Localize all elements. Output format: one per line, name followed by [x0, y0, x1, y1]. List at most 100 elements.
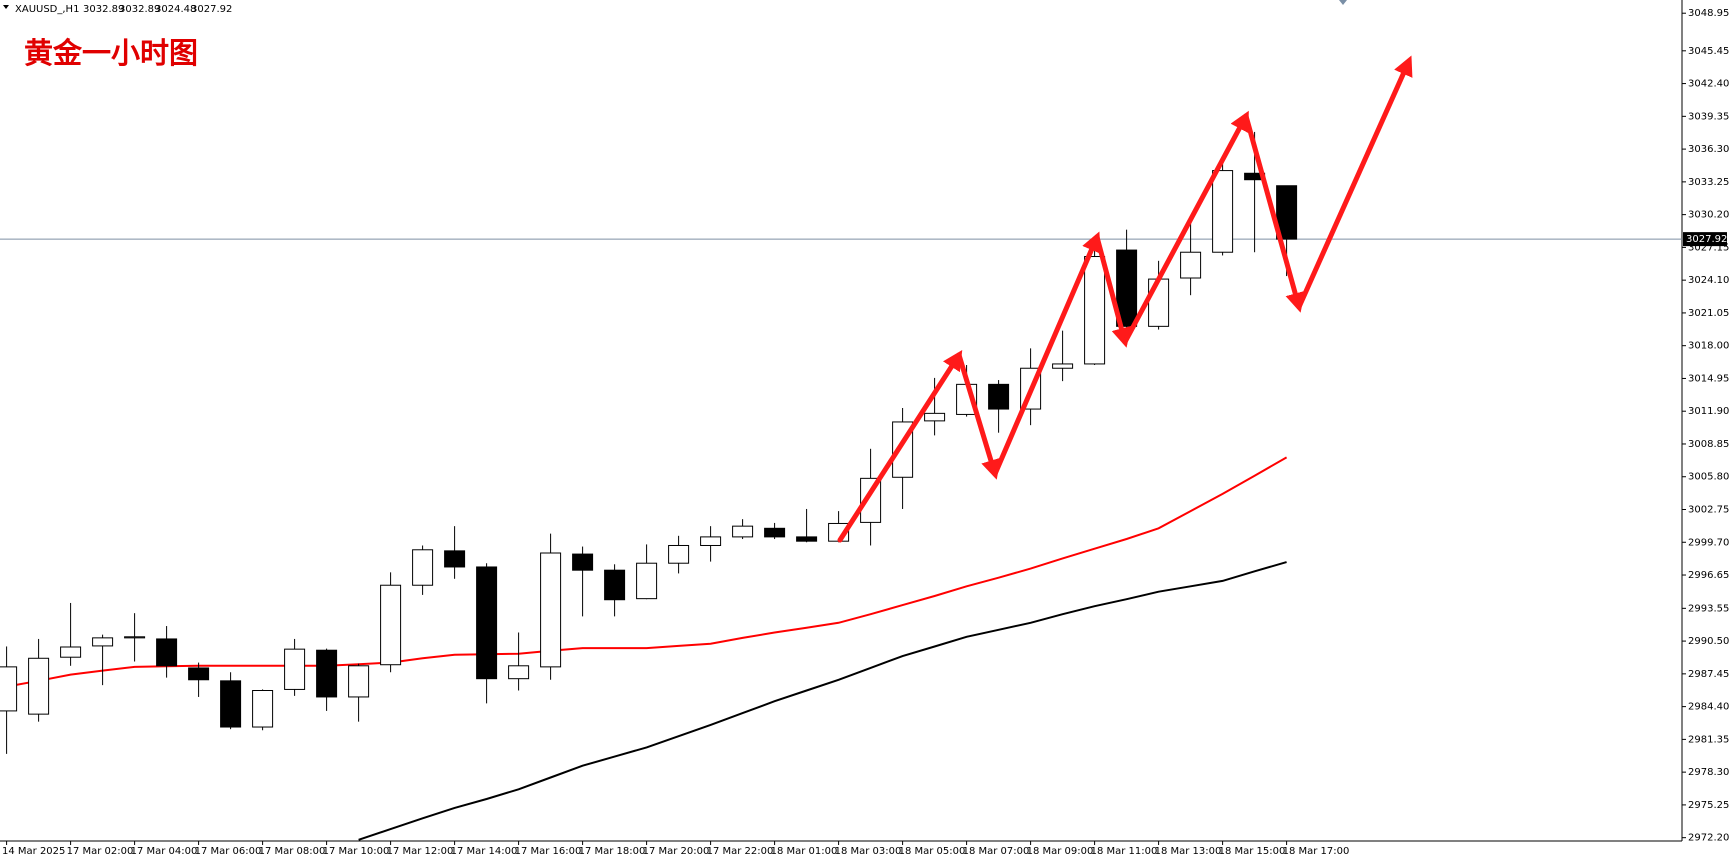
candle-body	[1212, 170, 1234, 253]
x-tick-label: 17 Mar 16:00	[515, 846, 582, 857]
candle-body	[380, 584, 402, 666]
y-tick-label: 3042.40	[1688, 79, 1729, 90]
y-tick-label: 2999.70	[1688, 537, 1729, 548]
candle-body	[732, 525, 754, 538]
y-tick-label: 3033.25	[1688, 177, 1729, 188]
y-tick-label: 3024.10	[1688, 275, 1729, 286]
x-tick-label: 18 Mar 05:00	[899, 846, 966, 857]
candle-body	[220, 680, 242, 728]
y-tick-label: 3002.75	[1688, 504, 1729, 515]
header-close: 3027.92	[191, 4, 232, 15]
x-tick-label: 18 Mar 15:00	[1219, 846, 1286, 857]
x-tick-label: 18 Mar 03:00	[835, 846, 902, 857]
y-tick-label: 2996.65	[1688, 570, 1729, 581]
arrow	[1122, 110, 1249, 345]
candle-body	[572, 553, 594, 571]
y-tick-label: 2981.35	[1688, 734, 1729, 745]
candle-body	[444, 550, 466, 568]
y-tick-label: 2972.20	[1688, 833, 1729, 844]
y-tick-label: 3018.00	[1688, 341, 1729, 352]
x-tick-label: 17 Mar 06:00	[195, 846, 262, 857]
candle-body	[1180, 251, 1202, 279]
candle-body	[60, 646, 82, 658]
candle-body	[92, 637, 114, 647]
x-tick-label: 17 Mar 20:00	[643, 846, 710, 857]
y-tick-label: 3027.15	[1688, 242, 1729, 253]
candle-body	[348, 665, 370, 698]
y-tick-label: 3011.90	[1688, 406, 1729, 417]
candle-body	[796, 536, 818, 542]
candle-body	[412, 549, 434, 586]
x-tick-label: 17 Mar 22:00	[707, 846, 774, 857]
arrow	[837, 349, 963, 543]
candle-body	[316, 649, 338, 698]
plot: 3048.95 3045.45 3042.40 3039.35 3036.30 3033.…	[0, 8, 1729, 857]
candle-body	[156, 638, 178, 667]
x-tick-label: 18 Mar 13:00	[1155, 846, 1222, 857]
candle-body	[28, 657, 50, 715]
x-tick-label: 17 Mar 10:00	[323, 846, 390, 857]
candle-body	[604, 569, 626, 601]
y-tick-label: 3045.45	[1688, 46, 1729, 57]
candle-body	[284, 648, 306, 690]
x-tick-label: 14 Mar 2025	[2, 846, 65, 857]
price-label: 3027.92	[1686, 234, 1727, 245]
moving-average-line	[358, 561, 1287, 841]
y-tick-label: 3005.80	[1688, 472, 1729, 483]
candle-body	[124, 636, 146, 639]
y-tick-label: 2993.55	[1688, 603, 1729, 614]
candle-body	[508, 665, 530, 680]
candle-body	[924, 412, 946, 422]
candle-body	[860, 477, 882, 523]
y-tick-label: 2978.30	[1688, 767, 1729, 778]
candle-body	[1276, 185, 1298, 240]
x-tick-label: 18 Mar 09:00	[1027, 846, 1094, 857]
x-tick-label: 17 Mar 04:00	[131, 846, 198, 857]
moving-average-line	[6, 456, 1288, 688]
arrow	[956, 352, 1001, 480]
y-tick-label: 2975.25	[1688, 800, 1729, 811]
chart-title: 黄金一小时图	[24, 36, 198, 70]
candle-body	[540, 552, 562, 668]
header-high: 3032.89	[119, 4, 160, 15]
candle-body	[700, 536, 722, 546]
y-tick-label: 3008.85	[1688, 439, 1729, 450]
symbol-label: XAUUSD_,H1	[15, 4, 79, 15]
header-low: 3024.48	[155, 4, 196, 15]
x-tick-label: 18 Mar 11:00	[1091, 846, 1158, 857]
arrow	[1243, 113, 1305, 313]
candle-body	[1052, 363, 1074, 369]
y-tick-label: 3036.30	[1688, 144, 1729, 155]
arrow	[1094, 234, 1132, 348]
x-tick-label: 18 Mar 01:00	[771, 846, 838, 857]
candle-body	[0, 666, 18, 712]
candle-body	[1084, 256, 1106, 365]
candle-body	[188, 667, 210, 681]
y-tick-label: 3039.35	[1688, 111, 1729, 122]
annotation-arrows	[837, 55, 1413, 543]
menu-triangle[interactable]	[3, 5, 9, 9]
candle-body	[988, 383, 1010, 410]
x-tick-label: 18 Mar 17:00	[1283, 846, 1350, 857]
y-tick-label: 3014.95	[1688, 373, 1729, 384]
y-tick-label: 3048.95	[1688, 8, 1729, 19]
shift-marker	[1339, 0, 1347, 5]
candle-body	[1148, 278, 1170, 327]
x-tick-label: 17 Mar 18:00	[579, 846, 646, 857]
candle-body	[636, 562, 658, 600]
candle-body	[476, 566, 498, 680]
x-tick-label: 17 Mar 08:00	[259, 846, 326, 857]
arrow	[1296, 55, 1413, 310]
y-tick-label: 2990.50	[1688, 636, 1729, 647]
candle-body	[764, 527, 786, 538]
x-tick-label: 17 Mar 02:00	[67, 846, 134, 857]
candle-body	[252, 690, 274, 728]
x-tick-label: 18 Mar 07:00	[963, 846, 1030, 857]
candle-body	[668, 544, 690, 564]
y-tick-label: 2987.45	[1688, 669, 1729, 680]
x-tick-label: 17 Mar 12:00	[387, 846, 454, 857]
y-tick-label: 3030.20	[1688, 210, 1729, 221]
x-tick-label: 17 Mar 14:00	[451, 846, 518, 857]
